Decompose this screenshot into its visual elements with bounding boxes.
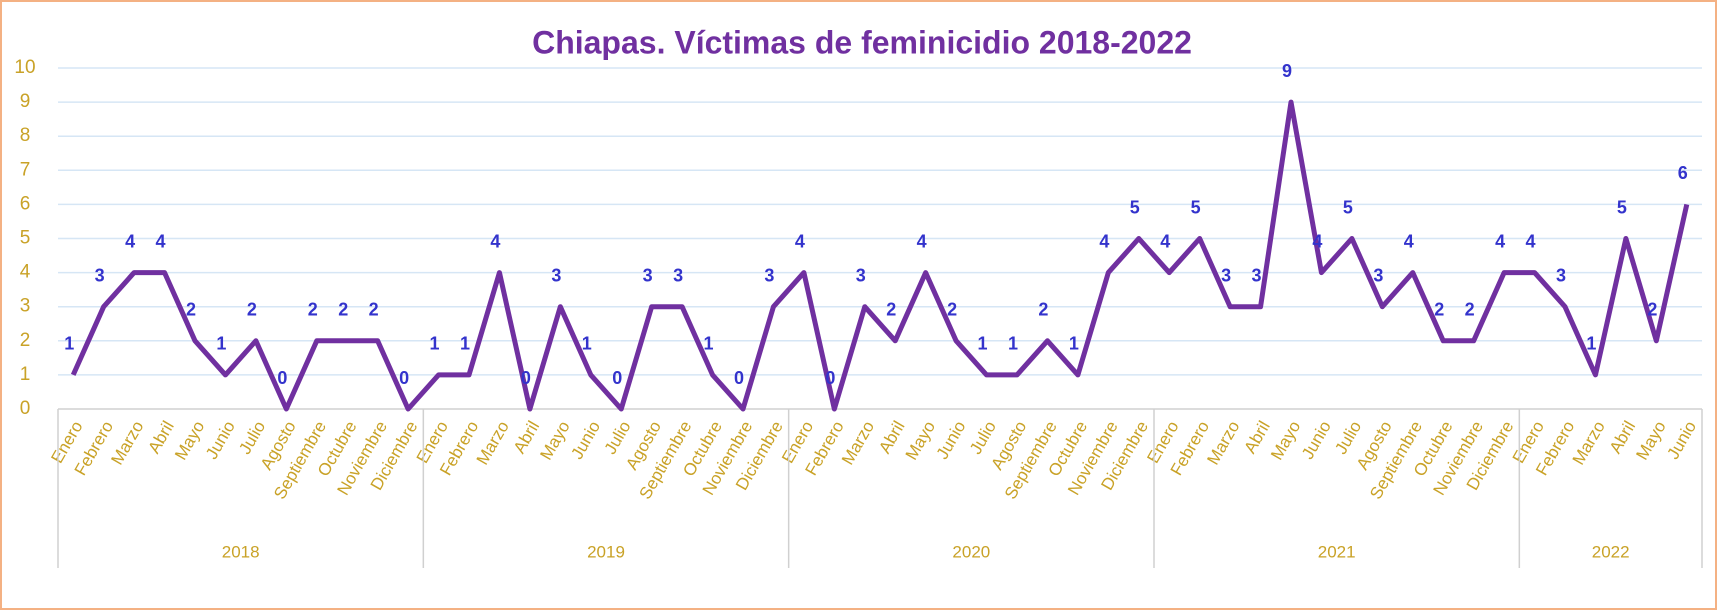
y-tick-label: 10: [14, 57, 35, 78]
y-tick-label: 3: [20, 296, 31, 317]
data-label: 4: [1404, 231, 1414, 251]
data-label: 1: [460, 334, 470, 354]
data-label: 1: [582, 334, 592, 354]
data-label: 0: [399, 368, 409, 388]
data-label: 3: [1556, 265, 1566, 285]
data-label: 0: [521, 368, 531, 388]
year-label: 2022: [1592, 542, 1630, 561]
data-label: 2: [1647, 300, 1657, 320]
y-tick-label: 9: [20, 91, 31, 112]
data-label: 3: [1373, 265, 1383, 285]
y-tick-label: 4: [20, 262, 31, 283]
y-tick-label: 7: [20, 159, 31, 180]
data-label: 3: [1252, 265, 1262, 285]
data-label: 4: [490, 231, 500, 251]
data-label: 2: [247, 300, 257, 320]
y-tick-label: 8: [20, 125, 31, 146]
data-label: 1: [430, 334, 440, 354]
data-label: 1: [704, 334, 714, 354]
data-label: 0: [277, 368, 287, 388]
data-label: 4: [1099, 231, 1109, 251]
y-tick-label: 0: [20, 398, 31, 419]
data-label: 3: [1221, 265, 1231, 285]
chart-border: [1, 1, 1716, 609]
y-tick-label: 2: [20, 330, 31, 351]
data-label: 4: [1526, 231, 1536, 251]
data-label: 5: [1343, 197, 1353, 217]
data-label: 1: [978, 334, 988, 354]
data-label: 3: [856, 265, 866, 285]
y-tick-label: 1: [20, 364, 31, 385]
data-label: 4: [795, 231, 805, 251]
data-label: 2: [1434, 300, 1444, 320]
data-label: 1: [64, 334, 74, 354]
data-label: 2: [1465, 300, 1475, 320]
y-tick-label: 6: [20, 193, 31, 214]
data-label: 1: [1008, 334, 1018, 354]
data-label: 1: [1069, 334, 1079, 354]
chart: Chiapas. Víctimas de feminicidio 2018-20…: [0, 0, 1717, 610]
year-label: 2020: [952, 542, 990, 561]
data-label: 2: [886, 300, 896, 320]
data-label: 0: [612, 368, 622, 388]
data-label: 2: [308, 300, 318, 320]
data-label: 6: [1678, 163, 1688, 183]
data-label: 4: [917, 231, 927, 251]
data-label: 2: [186, 300, 196, 320]
data-label: 1: [1586, 334, 1596, 354]
data-label: 2: [1038, 300, 1048, 320]
data-label: 4: [1495, 231, 1505, 251]
data-label: 4: [125, 231, 135, 251]
data-label: 5: [1617, 197, 1627, 217]
y-tick-label: 5: [20, 228, 31, 249]
data-label: 9: [1282, 61, 1292, 81]
data-label: 3: [551, 265, 561, 285]
data-label: 5: [1191, 197, 1201, 217]
data-label: 1: [216, 334, 226, 354]
data-label: 4: [1312, 231, 1322, 251]
data-label: 2: [338, 300, 348, 320]
data-label: 3: [764, 265, 774, 285]
year-label: 2021: [1318, 542, 1356, 561]
data-label: 3: [643, 265, 653, 285]
data-label: 4: [156, 231, 166, 251]
year-label: 2018: [222, 542, 260, 561]
data-label: 3: [673, 265, 683, 285]
data-label: 0: [825, 368, 835, 388]
data-label: 2: [369, 300, 379, 320]
data-label: 5: [1130, 197, 1140, 217]
data-label: 0: [734, 368, 744, 388]
year-label: 2019: [587, 542, 625, 561]
data-label: 2: [947, 300, 957, 320]
chart-title: Chiapas. Víctimas de feminicidio 2018-20…: [532, 24, 1192, 60]
data-label: 4: [1160, 231, 1170, 251]
data-label: 3: [95, 265, 105, 285]
